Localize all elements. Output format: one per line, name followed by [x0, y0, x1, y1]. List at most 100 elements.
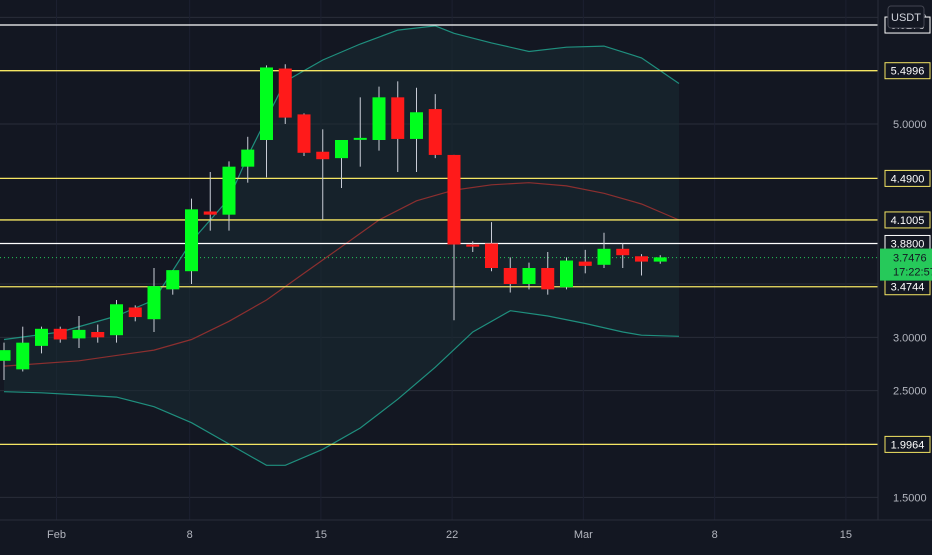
candle[interactable]	[335, 140, 348, 188]
candle-body-up	[72, 329, 86, 339]
candle-body-up	[166, 270, 180, 290]
candle[interactable]	[72, 316, 86, 348]
candle-body-up	[35, 328, 48, 346]
price-tick-label: 1.5000	[893, 492, 927, 504]
candle[interactable]	[653, 255, 667, 264]
bollinger-lower-line	[3, 310, 680, 466]
candle-body-up	[185, 209, 198, 272]
candle[interactable]	[635, 254, 648, 276]
candle-body-down	[297, 114, 311, 153]
time-tick-label: 8	[187, 529, 193, 541]
band-fill-area	[4, 25, 679, 466]
candle[interactable]	[447, 154, 461, 321]
level-value: 3.8800	[891, 238, 925, 250]
candle-body-down	[578, 261, 592, 266]
level-badge	[884, 435, 931, 453]
candle-body-up	[410, 112, 423, 139]
candle[interactable]	[35, 326, 48, 354]
candle[interactable]	[110, 300, 123, 343]
candle-body-up	[353, 137, 367, 140]
candle[interactable]	[616, 243, 630, 268]
candle[interactable]	[541, 252, 555, 295]
current-price-value: 3.7476	[893, 253, 927, 265]
level-value: 1.9964	[891, 439, 925, 451]
candle-body-up	[147, 286, 161, 320]
candle[interactable]	[391, 81, 405, 172]
candle[interactable]	[353, 97, 367, 167]
candle[interactable]	[16, 326, 30, 372]
candle-body-up	[335, 140, 348, 159]
candle[interactable]	[128, 305, 142, 322]
level-value: 3.4744	[891, 282, 925, 294]
candle[interactable]	[147, 268, 161, 332]
time-tick-label: 22	[446, 529, 458, 541]
candle[interactable]	[0, 342, 11, 380]
candle-body-up	[260, 67, 273, 140]
candle-body-up	[597, 248, 611, 265]
candle-body-down	[616, 248, 630, 256]
candle[interactable]	[410, 87, 423, 172]
price-tick-label: 5.0000	[893, 119, 927, 131]
candle-body-down	[541, 268, 555, 290]
candle[interactable]	[222, 161, 236, 231]
price-tick-label: 3.0000	[893, 332, 927, 344]
candle-countdown: 17:22:57	[893, 267, 932, 279]
candle-body-down	[485, 243, 498, 268]
time-tick-label: 8	[712, 529, 718, 541]
currency-badge-frame	[887, 5, 925, 29]
candle-body-down	[503, 268, 517, 284]
time-tick-label: 15	[315, 529, 327, 541]
candlesticks[interactable]	[0, 64, 667, 380]
candle[interactable]	[91, 324, 105, 343]
time-tick-label: Feb	[47, 529, 66, 541]
candle[interactable]	[372, 86, 386, 151]
currency-label: USDT	[891, 12, 921, 24]
candle[interactable]	[278, 64, 292, 124]
candle-body-down	[635, 256, 648, 262]
candle-body-up	[16, 342, 30, 370]
candle-body-up	[0, 350, 11, 361]
level-value: 4.4900	[891, 173, 925, 185]
candle[interactable]	[560, 257, 573, 290]
candle-body-down	[91, 332, 105, 338]
candle[interactable]	[578, 249, 592, 274]
candle[interactable]	[597, 232, 611, 268]
candle-body-up	[653, 257, 667, 262]
level-badge	[884, 211, 931, 229]
currency-badge[interactable]: USDT	[887, 5, 925, 29]
candle[interactable]	[166, 270, 180, 295]
current-price-badge	[880, 248, 932, 281]
horizontal-levels[interactable]	[0, 24, 878, 446]
candle[interactable]	[503, 257, 517, 293]
time-tick-label: Mar	[574, 529, 593, 541]
candle[interactable]	[522, 262, 536, 290]
candle[interactable]	[53, 326, 67, 343]
candle-body-down	[203, 211, 217, 215]
time-tick-label: 15	[840, 529, 852, 541]
candle[interactable]	[316, 129, 330, 220]
candle-body-down	[447, 154, 461, 245]
level-value: 5.4996	[891, 66, 925, 78]
level-badge	[884, 169, 931, 187]
candle-body-up	[372, 97, 386, 140]
candle[interactable]	[185, 198, 198, 284]
candle[interactable]	[297, 113, 311, 156]
time-axis[interactable]: Feb 8 15 22 Mar 8 15	[47, 529, 852, 541]
candle-body-up	[110, 304, 123, 336]
level-value: 4.1005	[891, 215, 925, 227]
candle[interactable]	[466, 241, 480, 252]
candle[interactable]	[241, 136, 255, 183]
candle-body-up	[222, 166, 236, 215]
price-tick-label: 2.5000	[893, 386, 927, 398]
candle-body-down	[128, 307, 142, 318]
candle-body-down	[466, 244, 480, 247]
candle[interactable]	[428, 94, 442, 159]
candle[interactable]	[485, 222, 498, 272]
candle[interactable]	[260, 65, 273, 178]
candle-body-up	[522, 268, 536, 284]
candle-body-down	[316, 151, 330, 160]
candle-body-down	[278, 68, 292, 118]
candle[interactable]	[203, 172, 217, 231]
